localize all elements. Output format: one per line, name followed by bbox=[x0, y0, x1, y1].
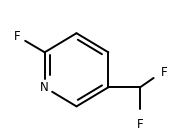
Text: F: F bbox=[14, 30, 21, 43]
Text: F: F bbox=[137, 118, 143, 131]
Text: F: F bbox=[161, 67, 168, 79]
Text: N: N bbox=[40, 81, 49, 94]
